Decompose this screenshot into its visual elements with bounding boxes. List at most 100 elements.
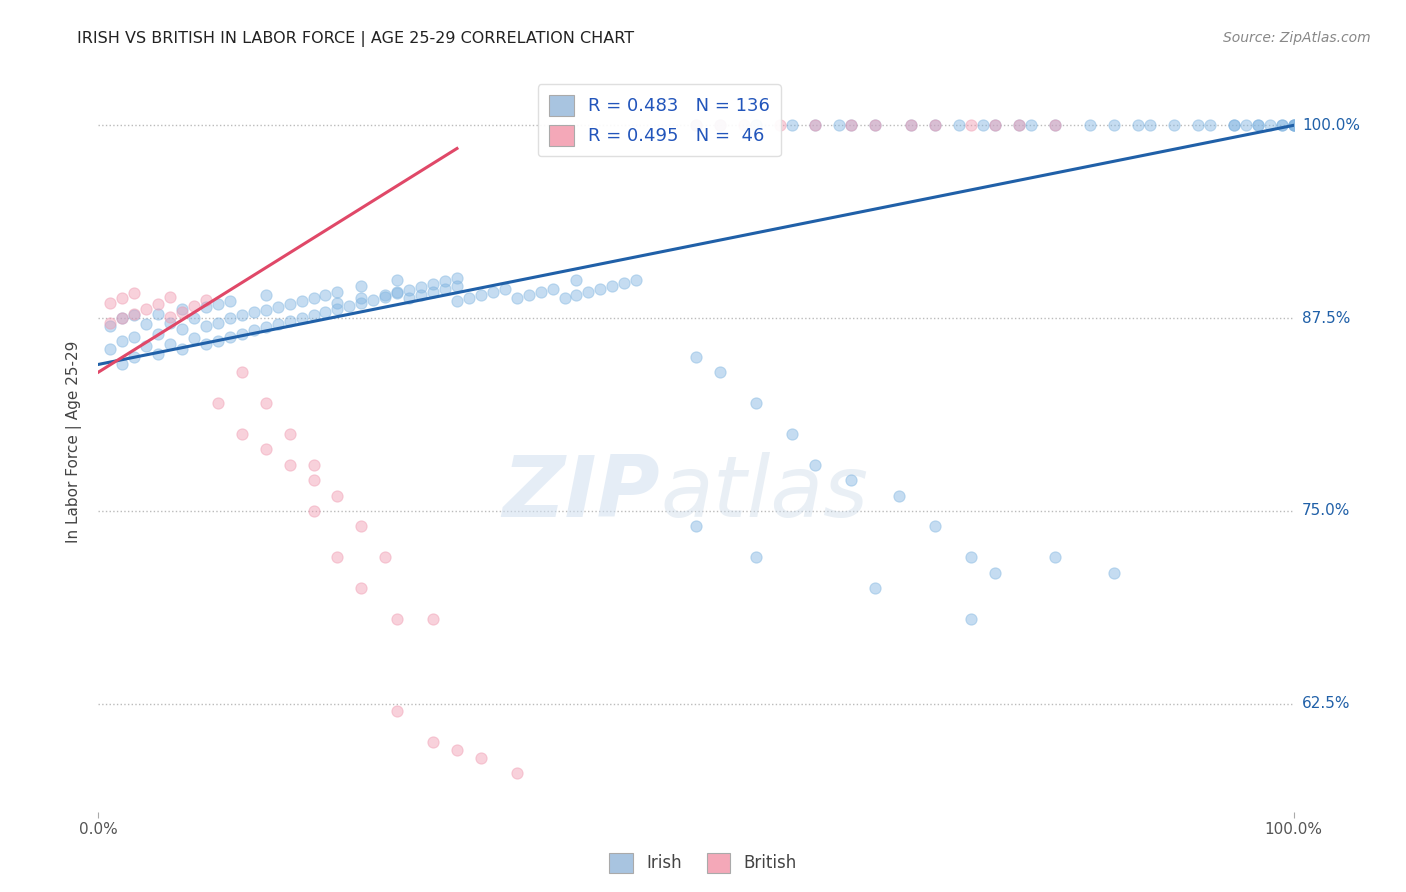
Point [960,119,983,133]
Point [302,458,325,472]
Point [148,306,170,320]
Point [865,581,887,595]
Point [685,350,707,364]
Point [530,285,553,299]
Point [565,272,588,286]
Point [924,119,946,133]
Point [183,299,205,313]
Point [195,337,218,351]
Point [1128,119,1150,133]
Point [159,310,181,324]
Point [481,285,505,299]
Point [422,277,444,292]
Point [315,305,337,319]
Point [411,288,433,302]
Point [446,743,468,757]
Point [302,291,325,305]
Point [422,285,444,299]
Point [1282,119,1305,133]
Point [446,271,468,285]
Point [172,301,194,316]
Point [231,326,253,341]
Point [865,119,887,133]
Point [709,119,731,133]
Point [159,289,181,303]
Point [350,291,373,305]
Point [111,358,134,372]
Point [446,294,468,309]
Point [195,318,218,333]
Point [207,297,229,311]
Point [984,566,1007,580]
Point [302,473,325,487]
Point [1282,119,1305,133]
Point [243,305,266,319]
Point [1008,119,1031,133]
Point [302,504,325,518]
Point [685,519,707,533]
Point [124,329,146,343]
Point [422,735,444,749]
Point [578,285,600,299]
Point [804,119,827,133]
Point [541,282,564,296]
Point [398,284,420,298]
Point [960,550,983,565]
Point [291,311,314,326]
Point [326,489,349,503]
Point [124,350,146,364]
Point [278,297,301,311]
Point [278,458,301,472]
Point [148,297,170,311]
Point [326,550,349,565]
Point [1258,119,1281,133]
Point [98,342,122,356]
Point [385,612,409,626]
Point [350,295,373,310]
Point [1271,119,1294,133]
Point [780,426,803,441]
Point [602,278,624,293]
Point [98,318,122,333]
Point [339,299,361,313]
Point [98,295,122,310]
Point [124,306,146,320]
Point [1104,566,1126,580]
Point [195,301,218,315]
Y-axis label: In Labor Force | Age 25-29: In Labor Force | Age 25-29 [66,341,83,542]
Point [709,119,731,133]
Point [685,119,707,133]
Point [948,119,970,133]
Point [411,280,433,294]
Point [865,119,887,133]
Point [506,291,529,305]
Point [183,311,205,326]
Point [111,311,134,326]
Point [972,119,994,133]
Point [231,426,253,441]
Point [434,282,457,296]
Point [1104,119,1126,133]
Point [1187,119,1209,133]
Point [1234,119,1257,133]
Point [326,295,349,310]
Legend: R = 0.483   N = 136, R = 0.495   N =  46: R = 0.483 N = 136, R = 0.495 N = 46 [537,84,780,156]
Point [374,289,396,303]
Point [900,119,922,133]
Point [709,365,731,379]
Point [1043,119,1066,133]
Point [613,276,636,290]
Point [374,550,396,565]
Point [326,285,349,299]
Point [207,396,229,410]
Point [278,314,301,328]
Point [315,288,337,302]
Point [326,301,349,316]
Point [135,301,157,316]
Point [302,308,325,322]
Point [135,339,157,353]
Text: 75.0%: 75.0% [1302,503,1350,518]
Point [984,119,1007,133]
Point [470,288,492,302]
Point [804,119,827,133]
